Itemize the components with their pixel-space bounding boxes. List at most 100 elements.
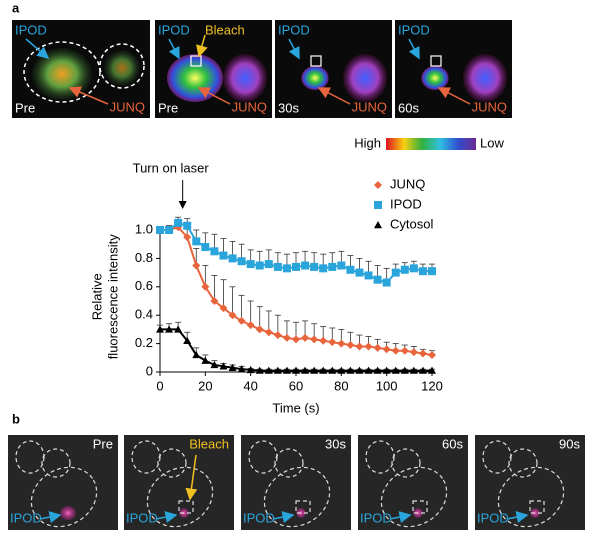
data-point (201, 356, 210, 364)
data-point (192, 350, 201, 359)
time-label: 30s (278, 100, 299, 115)
bleach-box (529, 500, 545, 514)
data-point (246, 321, 255, 330)
bleach-box (178, 500, 194, 514)
data-point (301, 366, 310, 374)
data-point (264, 366, 273, 374)
data-point (282, 366, 291, 374)
cell-outline (497, 466, 565, 528)
color-bar (386, 138, 476, 150)
time-label: Pre (158, 100, 178, 115)
panel-label: b (12, 411, 20, 426)
cell-outline (508, 448, 538, 478)
arrow (389, 511, 412, 523)
data-point (328, 338, 337, 347)
data-point (210, 297, 219, 305)
data-point (282, 333, 291, 342)
arrow (506, 511, 529, 523)
data-point (409, 264, 418, 273)
arrow (68, 86, 109, 105)
data-point (428, 350, 436, 359)
x-tick-label: 0 (156, 378, 163, 393)
cell-blob (343, 54, 387, 102)
data-point (355, 268, 364, 277)
data-point (255, 325, 264, 334)
arrow (197, 87, 231, 105)
legend-label: JUNQ (390, 176, 425, 191)
data-point (310, 366, 319, 374)
arrow (196, 34, 208, 58)
time-label: 90s (559, 436, 580, 451)
cell-blob (463, 54, 507, 102)
data-point (346, 366, 355, 374)
bleach-box (310, 55, 322, 67)
data-point (292, 262, 300, 271)
data-point (201, 282, 210, 291)
ipod-label: IPOD (278, 22, 310, 37)
arrow (155, 511, 178, 523)
cell-blob (301, 66, 329, 90)
data-point (418, 349, 427, 358)
data-point (210, 360, 219, 369)
data-point (337, 366, 346, 374)
data-point (183, 221, 192, 230)
x-tick-label: 80 (334, 378, 348, 393)
arrow (317, 87, 351, 105)
y-axis-label: Relative (89, 273, 104, 320)
data-point (391, 366, 400, 374)
data-point (255, 366, 264, 374)
data-point (174, 325, 183, 333)
data-point (174, 218, 183, 227)
arrow (437, 87, 471, 105)
data-point (337, 339, 346, 348)
ipod-label: IPOD (398, 22, 430, 37)
arrow (168, 38, 180, 60)
data-point (301, 333, 310, 342)
annotation: Turn on laser (133, 160, 210, 175)
legend-marker (374, 181, 382, 189)
data-point (328, 262, 337, 271)
cell-outline (30, 466, 98, 528)
data-point (273, 262, 282, 271)
data-point (282, 264, 291, 273)
arrow (408, 38, 420, 60)
ipod-label: IPOD (158, 22, 190, 37)
data-point (373, 343, 382, 352)
data-point (328, 366, 337, 374)
data-point (355, 342, 364, 351)
cell-blob (104, 50, 140, 86)
data-point (400, 346, 409, 355)
data-point (165, 325, 174, 333)
data-point (409, 348, 418, 357)
x-tick-label: 40 (243, 378, 257, 393)
data-point (418, 267, 427, 276)
cell-outline (380, 466, 448, 528)
panel-label: a (12, 0, 20, 15)
data-point (319, 336, 328, 345)
data-point (428, 366, 436, 374)
data-point (273, 366, 282, 374)
data-point (264, 260, 273, 269)
y-tick-label: 0 (146, 363, 153, 378)
data-point (228, 311, 237, 320)
y-axis-label: fluorescence intensity (105, 234, 120, 360)
data-point (346, 265, 355, 274)
data-point (364, 342, 373, 351)
cell-outline (146, 466, 214, 528)
cell-outline (157, 448, 187, 478)
ipod-label: IPOD (477, 510, 509, 525)
y-tick-label: 0.6 (135, 278, 153, 293)
legend-label: Cytosol (390, 216, 433, 231)
data-point (246, 260, 255, 269)
junq-label: JUNQ (352, 99, 387, 114)
x-tick-label: 20 (198, 378, 212, 393)
data-point (319, 264, 328, 273)
bleach-box (412, 500, 428, 514)
x-axis-label: Time (s) (272, 400, 319, 415)
data-point (319, 366, 328, 374)
scale-low: Low (480, 135, 504, 150)
data-point (428, 267, 436, 276)
data-point (219, 304, 228, 313)
time-label: Pre (15, 100, 35, 115)
